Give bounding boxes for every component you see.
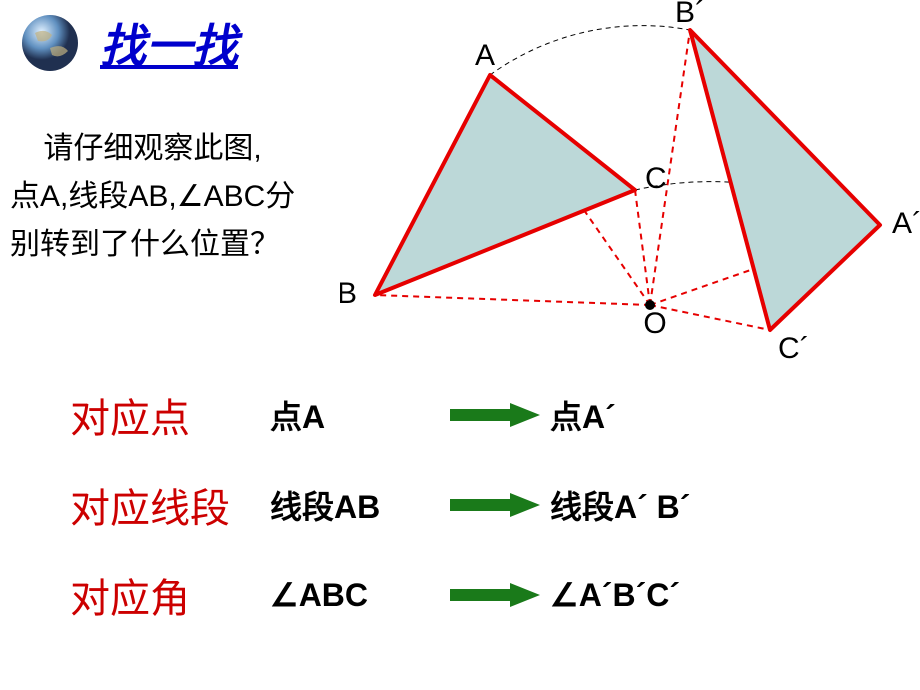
svg-text:C´: C´ [778,332,810,365]
question-line3: 别转到了什么位置？ [10,228,280,261]
row-label: 对应点 [70,386,270,444]
question-line2: 点A,线段AB,∠ABC分 [10,180,295,213]
table-row: 对应线段 线段AB 线段A´ B´ [70,475,870,535]
row-label: 对应线段 [70,476,270,534]
row-to: 点A´ [550,392,830,438]
arrow-icon [440,493,550,517]
row-to: 线段A´ B´ [550,482,830,528]
arrow-icon [440,583,550,607]
question-line1: 请仔细观察此图, [43,132,261,165]
row-to: ∠A´B´C´ [550,576,830,614]
svg-text:C: C [645,162,667,195]
mapping-table: 对应点 点A 点A´ 对应线段 线段AB 线段A´ B´ 对应角 ∠ABC ∠A… [70,385,870,655]
table-row: 对应点 点A 点A´ [70,385,870,445]
svg-text:B´: B´ [675,0,705,29]
row-from: 点A [270,392,440,438]
rotation-diagram: A B C B´ A´ C´ O [340,0,920,370]
title-link[interactable]: 找一找 [100,10,238,76]
row-label: 对应角 [70,566,270,624]
arrow-icon [440,403,550,427]
globe-icon [20,13,80,73]
row-from: ∠ABC [270,576,440,614]
table-row: 对应角 ∠ABC ∠A´B´C´ [70,565,870,625]
svg-text:A: A [475,39,495,72]
svg-text:A´: A´ [892,207,920,240]
question-text: 请仔细观察此图, 点A,线段AB,∠ABC分 别转到了什么位置？ [10,125,350,269]
row-from: 线段AB [270,482,440,528]
svg-text:O: O [643,307,666,340]
svg-text:B: B [340,277,357,310]
